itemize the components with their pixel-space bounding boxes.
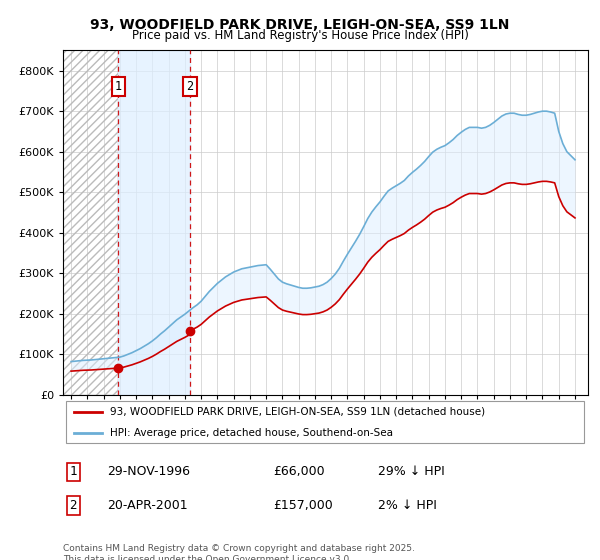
Text: 2: 2 — [186, 80, 193, 93]
Text: 93, WOODFIELD PARK DRIVE, LEIGH-ON-SEA, SS9 1LN (detached house): 93, WOODFIELD PARK DRIVE, LEIGH-ON-SEA, … — [110, 407, 485, 417]
Bar — [118, 50, 190, 395]
Text: Price paid vs. HM Land Registry's House Price Index (HPI): Price paid vs. HM Land Registry's House … — [131, 29, 469, 42]
Text: Contains HM Land Registry data © Crown copyright and database right 2025.
This d: Contains HM Land Registry data © Crown c… — [63, 544, 415, 560]
FancyBboxPatch shape — [65, 401, 584, 444]
Text: 2% ↓ HPI: 2% ↓ HPI — [378, 499, 437, 512]
Text: 1: 1 — [115, 80, 122, 93]
Text: £66,000: £66,000 — [273, 465, 325, 478]
Text: 1: 1 — [70, 465, 77, 478]
Text: £157,000: £157,000 — [273, 499, 333, 512]
Text: 29-NOV-1996: 29-NOV-1996 — [107, 465, 191, 478]
Text: 2: 2 — [70, 499, 77, 512]
Text: 29% ↓ HPI: 29% ↓ HPI — [378, 465, 445, 478]
Text: 93, WOODFIELD PARK DRIVE, LEIGH-ON-SEA, SS9 1LN: 93, WOODFIELD PARK DRIVE, LEIGH-ON-SEA, … — [91, 18, 509, 32]
Text: HPI: Average price, detached house, Southend-on-Sea: HPI: Average price, detached house, Sout… — [110, 428, 393, 438]
Text: 20-APR-2001: 20-APR-2001 — [107, 499, 188, 512]
